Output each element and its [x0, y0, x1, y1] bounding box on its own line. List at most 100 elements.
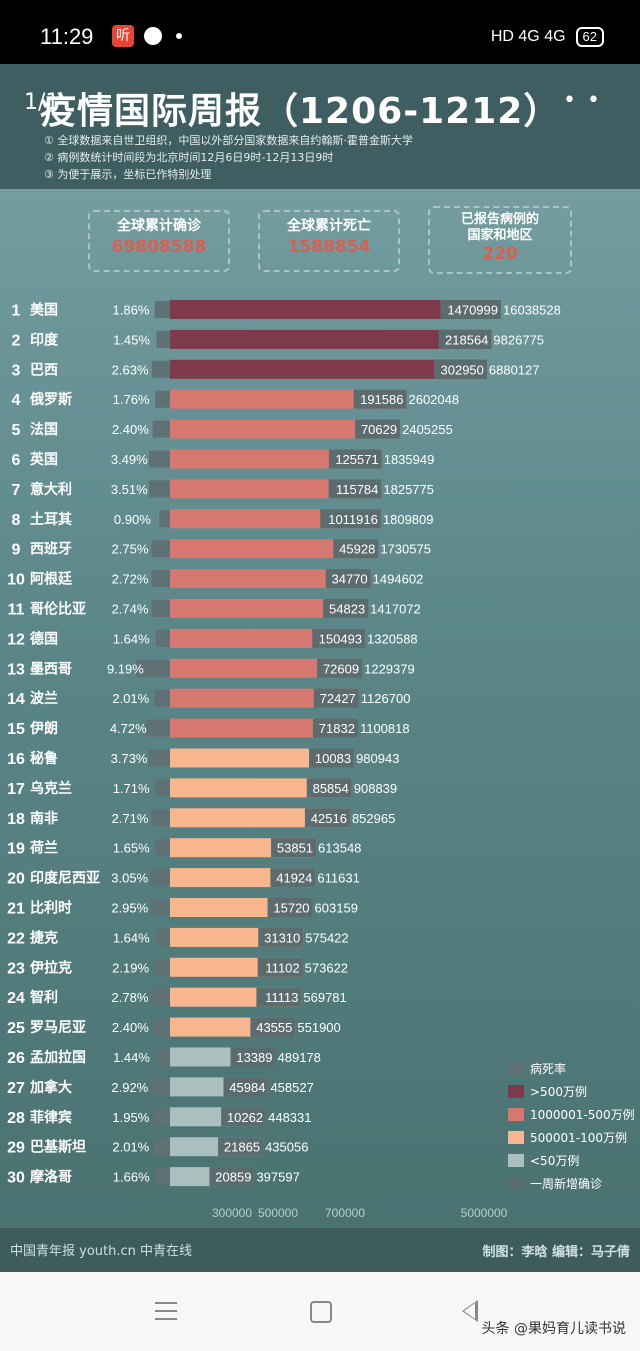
cumulative-label: 980943: [356, 751, 399, 766]
death-rate-label: 1.86%: [113, 303, 150, 318]
death-rate-label: 2.75%: [112, 542, 149, 557]
weekly-new-label: 10083: [315, 751, 351, 766]
death-rate-bar: [155, 629, 170, 647]
weekly-new-label: 54823: [329, 602, 365, 617]
cumulative-label: 1126700: [361, 691, 411, 706]
rank-label: 19: [7, 841, 25, 858]
rank-label: 15: [7, 721, 25, 738]
death-rate-bar: [145, 719, 170, 737]
cumulative-label: 1100818: [360, 721, 410, 736]
cumulative-label: 2602048: [408, 392, 459, 407]
death-rate-bar: [136, 659, 170, 677]
country-label: 德国: [30, 630, 58, 647]
cumulative-label: 1494602: [373, 572, 424, 587]
cumulative-label: 435056: [265, 1140, 308, 1155]
navigation-bar: [0, 1272, 640, 1351]
country-label: 伊拉克: [29, 959, 72, 976]
legend-label: 病死率: [530, 1061, 566, 1076]
rank-label: 21: [7, 901, 25, 918]
weekly-new-label: 31310: [264, 930, 300, 945]
weekly-new-label: 115784: [336, 482, 378, 497]
legend-swatch: [508, 1131, 524, 1144]
death-rate-bar: [151, 360, 170, 378]
home-icon[interactable]: [310, 1301, 332, 1323]
weekly-new-label: 43555: [256, 1020, 292, 1035]
rank-label: 2: [12, 332, 21, 349]
publisher-logos: 中国青年报 youth.cn 中青在线: [10, 1244, 193, 1259]
weekly-new-bar: [258, 927, 304, 947]
death-rate-bar: [159, 510, 170, 528]
country-label: 秘鲁: [30, 750, 58, 767]
weekly-new-bar: [434, 359, 487, 379]
cumulative-bar: [170, 479, 382, 499]
weekly-new-bar: [325, 569, 371, 589]
cumulative-label: 2405255: [402, 422, 453, 437]
weekly-new-bar: [209, 1167, 255, 1187]
weekly-new-bar: [304, 808, 350, 828]
death-rate-label: 2.63%: [112, 362, 149, 377]
menu-icon[interactable]: [155, 1302, 177, 1320]
death-rate-bar: [151, 600, 170, 617]
weekly-new-label: 10262: [227, 1110, 263, 1125]
country-label: 波兰: [30, 690, 58, 707]
death-rate-bar: [155, 779, 170, 797]
death-rate-bar: [154, 301, 170, 318]
rank-label: 5: [12, 422, 21, 439]
legend-swatch: [508, 1085, 524, 1098]
weekly-new-label: 72427: [320, 691, 356, 706]
weekly-new-bar: [328, 479, 382, 499]
country-label: 俄罗斯: [29, 391, 72, 408]
weekly-new-label: 70629: [361, 422, 397, 437]
cumulative-label: 458527: [270, 1080, 313, 1095]
rank-label: 27: [7, 1080, 25, 1097]
note-1: ① 全球数据来自世卫组织，中国以外部分国家数据来自约翰斯·霍普金斯大学: [44, 134, 413, 147]
weekly-new-bar: [221, 1107, 267, 1127]
weekly-new-label: 218564: [445, 332, 488, 347]
death-rate-label: 3.49%: [111, 452, 148, 467]
death-rate-label: 1.95%: [112, 1110, 149, 1125]
poster-header: 疫情国际周报（1206-1212） 1/1 • • ① 全球数据来自世卫组织，中…: [0, 64, 640, 189]
cumulative-label: 1320588: [367, 631, 418, 646]
cumulative-bar: [170, 389, 407, 409]
rank-label: 3: [12, 362, 21, 379]
chart-poster[interactable]: 疫情国际周报（1206-1212） 1/1 • • ① 全球数据来自世卫组织，中…: [0, 64, 640, 1272]
death-rate-label: 1.66%: [113, 1170, 150, 1185]
x-tick-label: 500000: [258, 1206, 298, 1220]
cumulative-label: 611631: [317, 871, 359, 886]
death-rate-label: 1.71%: [113, 781, 150, 796]
weekly-new-bar: [309, 748, 355, 768]
weekly-new-label: 191586: [360, 392, 403, 407]
rank-label: 17: [7, 781, 25, 798]
death-rate-bar: [156, 1048, 170, 1066]
death-rate-label: 2.40%: [112, 1020, 149, 1035]
country-label: 伊朗: [29, 720, 58, 737]
cumulative-bar: [170, 688, 359, 708]
stat-global-confirmed: 全球累计确诊 69808588: [88, 210, 230, 272]
weekly-new-bar: [218, 1137, 264, 1157]
death-rate-bar: [152, 420, 170, 438]
weekly-new-label: 150493: [319, 631, 362, 646]
country-label: 哥伦比亚: [30, 601, 86, 618]
legend-label: 1000001-500万例: [530, 1108, 635, 1122]
more-options-icon[interactable]: • •: [563, 88, 602, 113]
death-rate-bar: [155, 390, 170, 408]
cumulative-label: 1809809: [383, 512, 434, 527]
country-label: 意大利: [30, 481, 72, 498]
signal-indicators: HD 4G 4G: [490, 28, 566, 45]
weekly-new-bar: [312, 628, 366, 648]
cumulative-label: 603159: [315, 901, 358, 916]
credits: 制图：李晗 编辑：马子倩: [482, 1245, 630, 1260]
death-rate-label: 3.05%: [111, 871, 148, 886]
cumulative-label: 489178: [278, 1050, 321, 1065]
stat-label: 全球累计死亡: [287, 218, 371, 234]
death-rate-bar: [156, 330, 170, 348]
weekly-new-bar: [317, 658, 363, 678]
status-bar: 11:29 听 HD 4G 4G 62: [0, 0, 640, 64]
cumulative-bar: [170, 359, 487, 379]
country-label: 智利: [29, 989, 58, 1006]
back-icon[interactable]: [462, 1300, 478, 1322]
country-label: 土耳其: [30, 511, 72, 528]
country-label: 摩洛哥: [30, 1169, 72, 1186]
note-3: ③ 为便于展示，坐标已作特别处理: [44, 168, 212, 181]
death-rate-label: 2.95%: [111, 901, 148, 916]
